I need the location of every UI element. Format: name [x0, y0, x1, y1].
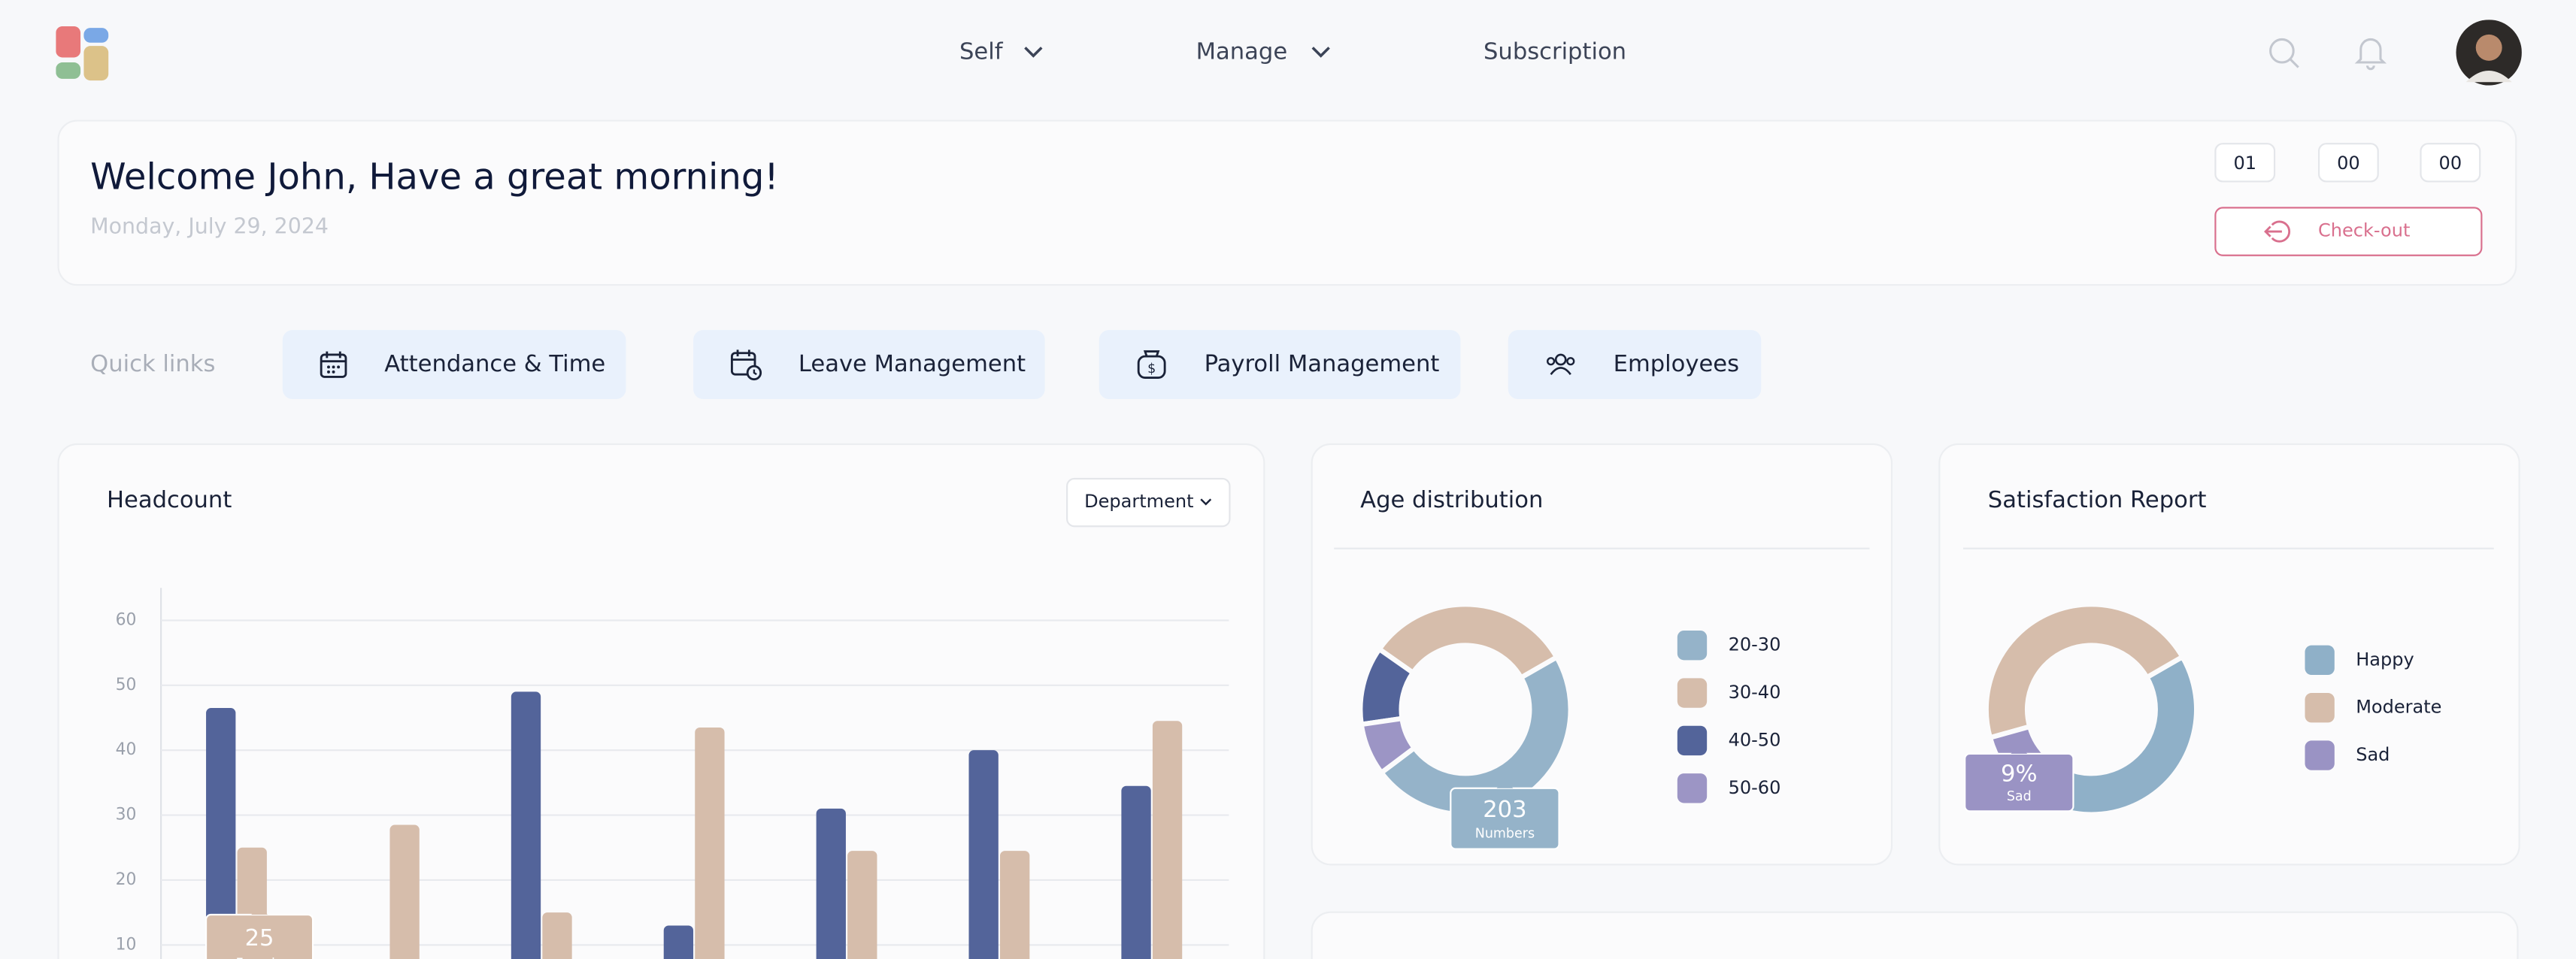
checkout-button[interactable] — [2214, 207, 2483, 256]
avatar[interactable] — [2456, 20, 2522, 86]
legend-label: Happy — [2356, 649, 2414, 670]
legend-label: Moderate — [2356, 697, 2441, 718]
leave-icon — [730, 349, 762, 381]
nav-item[interactable]: Self — [959, 39, 1003, 66]
bar — [206, 708, 236, 959]
nav-item[interactable]: Manage — [1196, 39, 1288, 66]
bar — [1000, 851, 1030, 959]
chart-title: Satisfaction Report — [1987, 487, 2207, 514]
employees-icon — [1547, 353, 1575, 375]
quick-link[interactable]: Attendance & Time — [282, 330, 626, 399]
timer-hours: 01 — [2214, 143, 2276, 183]
bar — [847, 851, 877, 959]
legend-swatch — [1677, 725, 1708, 756]
legend-swatch — [2305, 740, 2335, 770]
timer-minutes: 00 — [2317, 143, 2379, 183]
donut-segment — [1984, 601, 2185, 740]
chevron — [1200, 498, 1212, 506]
bar — [816, 808, 846, 959]
y-tick-label: 20 — [116, 870, 137, 889]
tooltip-pointer — [2011, 745, 2028, 754]
search-icon[interactable] — [2267, 36, 2303, 72]
quick-link[interactable]: $ Payroll Management — [1099, 330, 1461, 399]
welcome-card — [57, 119, 2517, 286]
bar — [542, 912, 572, 959]
tooltip-label: Female — [235, 957, 283, 959]
date: Monday, July 29, 2024 — [90, 215, 329, 241]
quick-link-label: Leave Management — [798, 351, 1026, 378]
bar — [389, 824, 420, 959]
checkout-label: Check-out — [2317, 219, 2411, 242]
bell-icon[interactable] — [2353, 35, 2389, 71]
quick-links-label: Quick links — [90, 351, 216, 378]
nav-item[interactable]: Subscription — [1483, 39, 1627, 66]
tooltip-label: Numbers — [1475, 826, 1535, 841]
payroll-icon: $ — [1137, 350, 1166, 379]
chart-title: Headcount — [107, 487, 232, 514]
legend-label: 20-30 — [1729, 634, 1781, 655]
legend-swatch — [1677, 678, 1708, 708]
tooltip-label: Sad — [2007, 789, 2032, 804]
bar — [663, 925, 694, 959]
y-tick-label: 60 — [116, 610, 137, 629]
tooltip-value: 25 — [245, 925, 274, 951]
donut-segment — [1377, 601, 1559, 680]
calendar-icon — [320, 351, 347, 378]
chevron — [1024, 47, 1043, 58]
chevron — [1311, 47, 1330, 58]
checkout-icon — [2264, 220, 2291, 243]
legend-swatch — [1677, 773, 1708, 803]
y-tick-label: 10 — [116, 935, 137, 954]
timer-seconds: 00 — [2420, 143, 2481, 183]
bar — [511, 691, 541, 959]
quick-link-label: Attendance & Time — [384, 351, 606, 378]
bottom-card — [1311, 911, 2519, 959]
bar — [1121, 785, 1151, 959]
y-tick-label: 30 — [116, 806, 137, 824]
legend-label: 40-50 — [1729, 729, 1781, 750]
bar — [695, 727, 725, 959]
bar — [1152, 721, 1183, 959]
tooltip-value: 9% — [2001, 761, 2038, 788]
quick-link[interactable]: Leave Management — [693, 330, 1045, 399]
logo[interactable] — [56, 26, 111, 82]
quick-link[interactable]: Employees — [1508, 330, 1762, 399]
welcome-title: Welcome John, Have a great morning! — [90, 157, 779, 199]
legend-label: Sad — [2356, 744, 2390, 765]
quick-link-label: Payroll Management — [1204, 351, 1440, 378]
chart-title: Age distribution — [1360, 487, 1544, 514]
donut-segment — [1359, 715, 1417, 776]
dropdown-label: Department — [1084, 491, 1194, 513]
svg-text:$: $ — [1147, 362, 1156, 377]
y-tick-label: 40 — [116, 740, 137, 759]
y-tick-label: 50 — [116, 676, 137, 694]
legend-label: 50-60 — [1729, 777, 1781, 798]
legend-swatch — [2305, 645, 2335, 676]
quick-link-label: Employees — [1613, 351, 1740, 378]
legend-swatch — [1677, 631, 1708, 661]
tooltip-pointer — [1496, 779, 1514, 788]
legend-swatch — [2305, 693, 2335, 723]
legend-label: 30-40 — [1729, 682, 1781, 703]
bar — [968, 750, 999, 959]
tooltip-value: 203 — [1483, 797, 1526, 823]
tooltip-pointer — [251, 906, 268, 915]
